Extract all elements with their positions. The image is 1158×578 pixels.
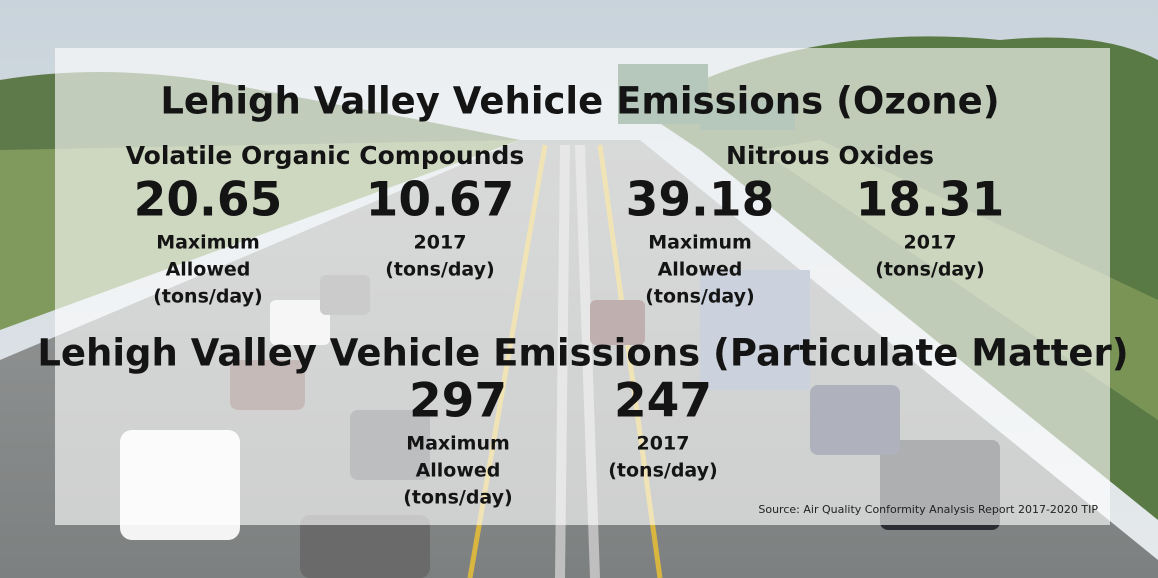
stat-value: 297 — [409, 374, 507, 429]
stat-label: 2017 — [414, 232, 467, 254]
stat-value: 18.31 — [856, 173, 1005, 228]
stat-label: Allowed — [416, 460, 501, 482]
stat-value: 39.18 — [626, 173, 775, 228]
stat-label: 2017 — [904, 232, 957, 254]
stat-label: 2017 — [637, 433, 690, 455]
section-title: Lehigh Valley Vehicle Emissions (Particu… — [37, 332, 1128, 375]
infographic: Lehigh Valley Vehicle Emissions (Ozone) V… — [0, 0, 1158, 578]
stat-label: (tons/day) — [875, 259, 985, 281]
stat-value: 20.65 — [134, 173, 283, 228]
section-title: Lehigh Valley Vehicle Emissions (Ozone) — [160, 80, 999, 123]
stat-label: Maximum — [648, 232, 752, 254]
group-heading: Nitrous Oxides — [726, 141, 934, 170]
stat-value: 10.67 — [366, 173, 515, 228]
stat-label: Allowed — [166, 259, 251, 281]
stat-label: Allowed — [658, 259, 743, 281]
stat-label: (tons/day) — [403, 487, 513, 509]
stat-label: (tons/day) — [608, 460, 718, 482]
stat-label: (tons/day) — [645, 286, 755, 308]
stat-label: (tons/day) — [385, 259, 495, 281]
stat-label: Maximum — [406, 433, 510, 455]
group-heading: Volatile Organic Compounds — [126, 141, 525, 170]
stat-value: 247 — [614, 374, 712, 429]
source-note: Source: Air Quality Conformity Analysis … — [758, 503, 1098, 516]
stat-label: Maximum — [156, 232, 260, 254]
stat-label: (tons/day) — [153, 286, 263, 308]
